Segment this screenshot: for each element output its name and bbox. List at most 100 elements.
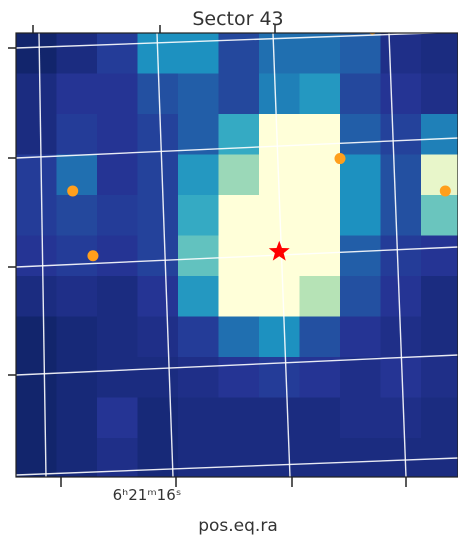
heatmap-cell [56, 114, 98, 155]
heatmap-cell [299, 276, 341, 317]
heatmap-cell [56, 73, 98, 115]
heatmap-cell [380, 438, 422, 478]
heatmap-cell [178, 33, 219, 74]
heatmap-cell [178, 114, 219, 155]
heatmap-cell [259, 316, 300, 358]
coordinate-grid [15, 31, 458, 478]
grid-line [156, 32, 174, 478]
heatmap-cell [97, 276, 138, 317]
heatmap-cell [16, 235, 57, 277]
heatmap-cell [178, 235, 219, 277]
heatmap-cell [137, 154, 179, 196]
heatmap-cell [137, 195, 179, 236]
heatmap-cell [178, 438, 219, 478]
heatmap-cell [178, 397, 219, 439]
heatmap-cell [259, 276, 300, 317]
heatmap-cell [218, 316, 260, 358]
heatmap-cell [178, 195, 219, 236]
heatmap-cell [421, 357, 458, 398]
axis-ticks [8, 25, 407, 487]
plot-frame [15, 32, 458, 478]
heatmap-cell [421, 154, 458, 196]
heatmap-cell [97, 357, 138, 398]
heatmap-cell [137, 73, 179, 115]
heatmap-cell [56, 438, 98, 478]
heatmap-cell [340, 154, 381, 196]
heatmap-cell [421, 114, 458, 155]
heatmap-cell [178, 276, 219, 317]
heatmap-cell [421, 397, 458, 439]
grid-line [15, 354, 458, 376]
heatmap-cell [380, 33, 422, 74]
heatmap-cell [299, 33, 341, 74]
heatmap-cell [380, 397, 422, 439]
heatmap-cell [16, 33, 57, 74]
heatmap-cell [56, 357, 98, 398]
neighbor-star-point [334, 153, 346, 165]
heatmap-cell [259, 33, 300, 74]
heatmap-cell [137, 316, 179, 358]
heatmap-cell [421, 235, 458, 277]
heatmap-cell [218, 357, 260, 398]
heatmap-cell [97, 73, 138, 115]
heatmap-cell [299, 114, 341, 155]
grid-line [15, 246, 458, 268]
neighbor-star-point [439, 185, 451, 197]
heatmap-cell [259, 438, 300, 478]
target-star-marker [268, 240, 290, 261]
heatmap-cell [340, 316, 381, 358]
heatmap-cell [97, 397, 138, 439]
heatmap-cell [56, 316, 98, 358]
heatmap-cell [16, 195, 57, 236]
heatmap-cell [259, 73, 300, 115]
heatmap-cell [137, 357, 179, 398]
heatmap-cell [178, 357, 219, 398]
heatmap-cell [218, 276, 260, 317]
heatmap-cell [137, 397, 179, 439]
heatmap-cell [421, 316, 458, 358]
heatmap-cell [137, 276, 179, 317]
heatmap-cell [340, 397, 381, 439]
heatmap-cell [421, 73, 458, 115]
heatmap-cell [56, 276, 98, 317]
star-markers [67, 33, 451, 262]
heatmap-cell [97, 33, 138, 74]
grid-line [15, 457, 458, 476]
heatmap-cell [259, 397, 300, 439]
x-tick-label: 6ʰ21ᵐ16ˢ [113, 486, 182, 504]
heatmap-cell [16, 154, 57, 196]
heatmap-cell [299, 195, 341, 236]
heatmap-cell [16, 438, 57, 478]
heatmap-cell [421, 33, 458, 74]
heatmap-cell [218, 397, 260, 439]
heatmap-cell [16, 357, 57, 398]
heatmap-cell [16, 114, 57, 155]
heatmap-cell [380, 276, 422, 317]
heatmap-cell [421, 195, 458, 236]
heatmap-cell [97, 195, 138, 236]
heatmap-cell [56, 195, 98, 236]
heatmap-cell [299, 357, 341, 398]
heatmap-cell [299, 235, 341, 277]
x-axis-label: pos.eq.ra [198, 516, 278, 536]
neighbor-star-point [87, 250, 99, 262]
heatmap-cell [340, 438, 381, 478]
chart-title: Sector 43 [192, 8, 283, 30]
heatmap-cell [97, 316, 138, 358]
heatmap-cell [340, 73, 381, 115]
heatmap-cell [218, 73, 260, 115]
heatmap-cell [137, 235, 179, 277]
heatmap-cell [137, 114, 179, 155]
heatmap-cell [97, 154, 138, 196]
heatmap-cell [380, 73, 422, 115]
neighbor-star-point [67, 185, 79, 197]
heatmap-cell [340, 114, 381, 155]
heatmap-cell [340, 357, 381, 398]
grid-line [38, 32, 47, 478]
heatmap-cell [299, 397, 341, 439]
heatmap-cells [16, 33, 458, 478]
heatmap-cell [178, 154, 219, 196]
heatmap-cell [299, 316, 341, 358]
heatmap-cell [340, 33, 381, 74]
